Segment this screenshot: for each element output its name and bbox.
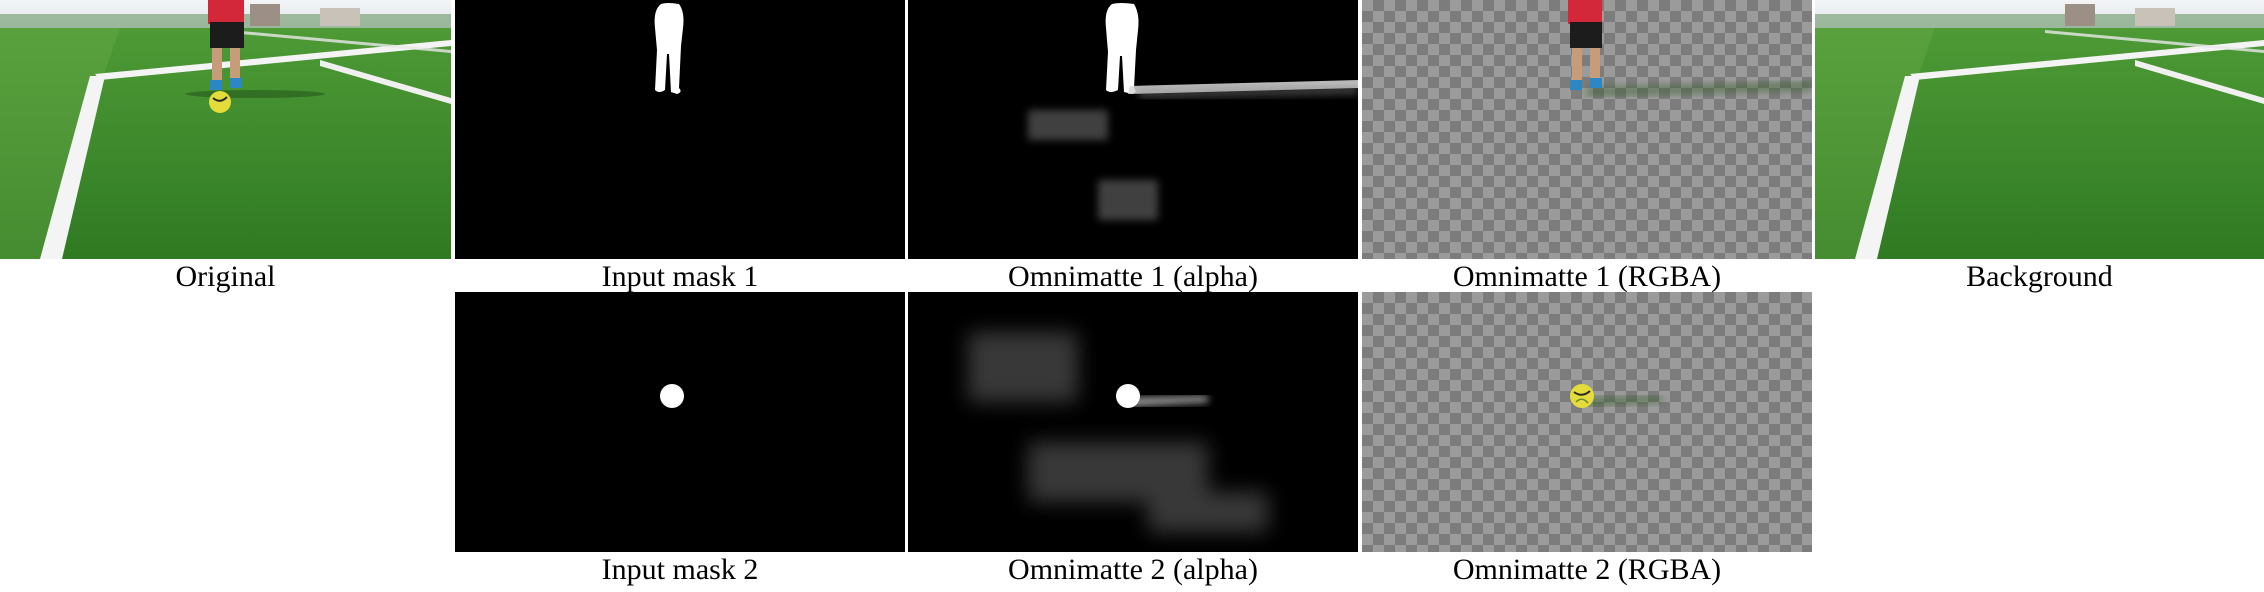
input-mask-2-image xyxy=(455,292,905,552)
caption-omnimatte-1-alpha: Omnimatte 1 (alpha) xyxy=(1008,260,1258,293)
input-mask-1-image xyxy=(455,0,905,259)
caption-omnimatte-2-rgba: Omnimatte 2 (RGBA) xyxy=(1452,553,1722,586)
omnimatte-1-rgba-image xyxy=(1362,0,1812,259)
omnimatte-2-alpha-image xyxy=(908,292,1358,552)
caption-background: Background xyxy=(1966,260,2113,293)
caption-original: Original xyxy=(175,260,276,293)
omnimatte-2-rgba-image xyxy=(1362,292,1812,552)
original-frame-image xyxy=(0,0,451,259)
caption-omnimatte-1-rgba: Omnimatte 1 (RGBA) xyxy=(1452,260,1722,293)
caption-input-mask-2: Input mask 2 xyxy=(601,553,759,586)
background-image xyxy=(1815,0,2264,259)
caption-omnimatte-2-alpha: Omnimatte 2 (alpha) xyxy=(1008,553,1258,586)
caption-input-mask-1: Input mask 1 xyxy=(601,260,759,293)
omnimatte-1-alpha-image xyxy=(908,0,1358,259)
